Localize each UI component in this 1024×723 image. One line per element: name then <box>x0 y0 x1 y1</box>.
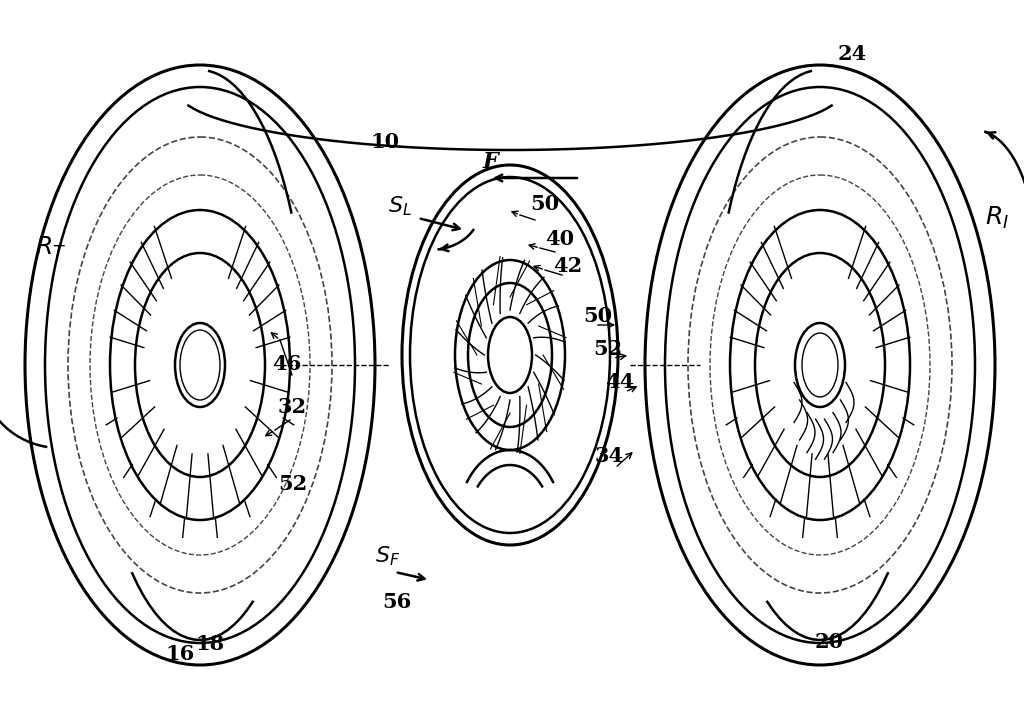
Ellipse shape <box>175 323 225 407</box>
Ellipse shape <box>488 317 532 393</box>
Text: F: F <box>483 151 499 173</box>
Text: 42: 42 <box>553 256 583 276</box>
Text: 44: 44 <box>605 372 634 392</box>
Text: 16: 16 <box>165 644 195 664</box>
Ellipse shape <box>795 323 845 407</box>
Text: 50: 50 <box>583 306 612 326</box>
Text: 20: 20 <box>815 632 844 652</box>
Text: 52: 52 <box>593 339 623 359</box>
Text: 46: 46 <box>272 354 301 374</box>
Text: 34: 34 <box>595 446 624 466</box>
Text: 50: 50 <box>530 194 559 214</box>
Text: $R_I$: $R_I$ <box>985 205 1009 231</box>
Text: 40: 40 <box>545 229 574 249</box>
Text: $R_T$: $R_T$ <box>35 235 67 261</box>
Text: 10: 10 <box>370 132 399 152</box>
Text: 18: 18 <box>195 634 224 654</box>
Text: 32: 32 <box>278 397 307 417</box>
Text: 56: 56 <box>382 592 412 612</box>
Text: 24: 24 <box>838 44 867 64</box>
Text: 52: 52 <box>278 474 307 494</box>
Text: $S_L$: $S_L$ <box>388 194 412 218</box>
Text: $S_F$: $S_F$ <box>375 544 400 568</box>
